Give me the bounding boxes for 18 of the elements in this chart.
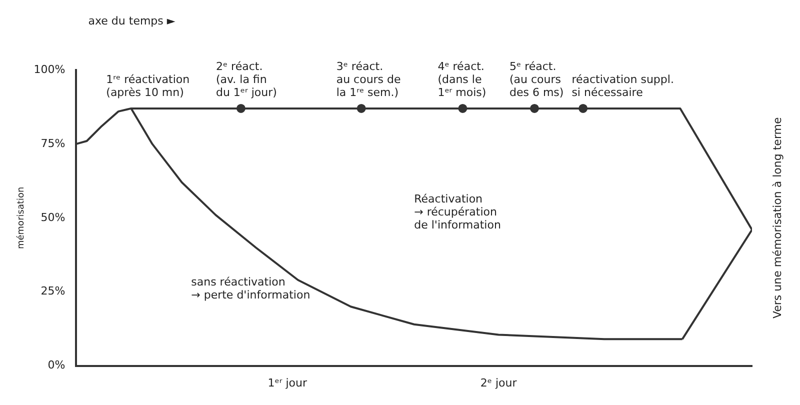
y-tick-label: 25%: [40, 284, 66, 298]
annotation: 1ʳᵉ réactivation (après 10 mn): [106, 72, 190, 99]
y-tick-label: 75%: [40, 136, 66, 150]
text: Vers une mémorisation à long terme: [770, 117, 784, 319]
annotation: 3ᵉ réact. au cours de la 1ʳᵉ sem.): [336, 60, 402, 99]
annotation: Réactivation → récupération de l'information: [414, 192, 501, 232]
y-tick-label: 100%: [34, 62, 66, 76]
x-tick-label: 2ᵉ jour: [480, 376, 518, 390]
x-tick-label: 1ᵉʳ jour: [268, 376, 308, 390]
annotation: réactivation suppl. si nécessaire: [572, 72, 674, 99]
annotation: 5ᵉ réact. (au cours des 6 ms): [509, 60, 564, 99]
y-axis-title: mémorisation: [16, 186, 27, 250]
annotation: 2ᵉ réact. (av. la fin du 1ᵉʳ jour): [216, 60, 277, 99]
y-tick-label: 50%: [40, 210, 66, 224]
annotation: 4ᵉ réact. (dans le 1ᵉʳ mois): [438, 60, 486, 99]
text: axe du temps ►: [88, 14, 176, 28]
annotation: sans réactivation → perte d'information: [191, 275, 310, 302]
y-tick-label: 0%: [48, 358, 66, 372]
